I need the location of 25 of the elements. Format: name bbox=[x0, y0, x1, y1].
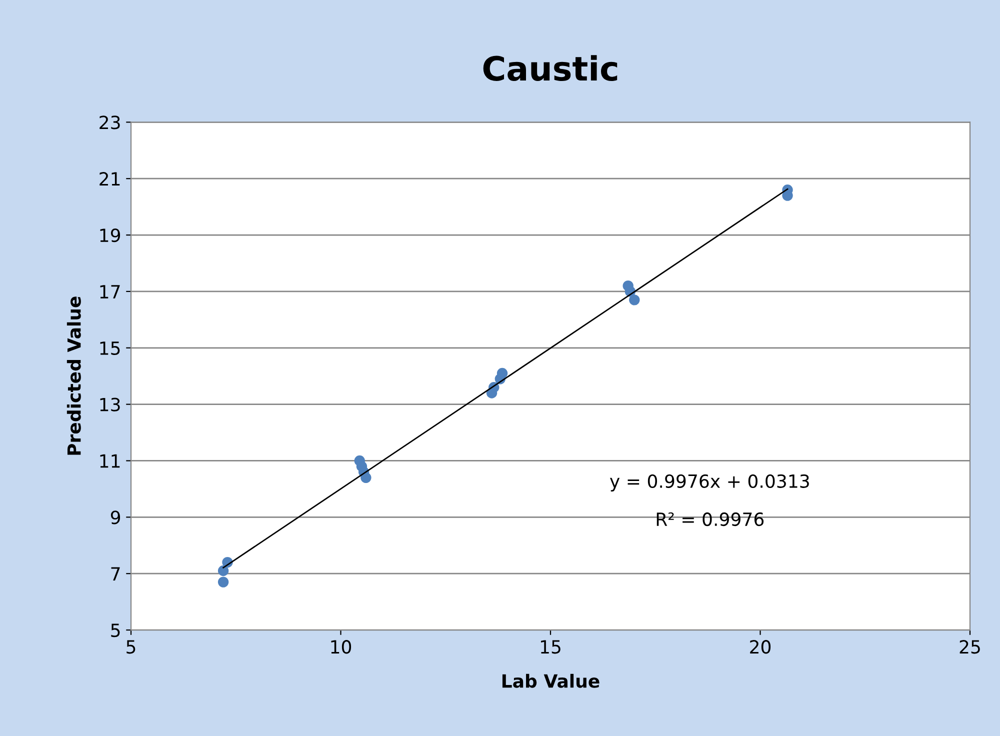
annotation: R² = 0.9976 bbox=[656, 512, 764, 526]
x-tick-label: 15 bbox=[540, 640, 560, 654]
y-tick-label: 23 bbox=[100, 116, 120, 130]
y-tick-label: 5 bbox=[111, 624, 120, 638]
x-tick-label: 25 bbox=[960, 640, 980, 654]
y-tick-label: 11 bbox=[100, 454, 120, 468]
y-tick-label: 21 bbox=[100, 172, 120, 186]
x-axis-title: Lab Value bbox=[502, 674, 600, 688]
y-axis-title: Predicted Value bbox=[66, 296, 81, 455]
point bbox=[360, 472, 372, 484]
chart-title: Caustic bbox=[483, 55, 618, 81]
point bbox=[496, 368, 508, 379]
y-tick-label: 17 bbox=[100, 285, 120, 298]
x-tick-label: 10 bbox=[331, 640, 352, 654]
y-tick-label: 13 bbox=[100, 398, 120, 412]
annotation: y = 0.9976x + 0.0313 bbox=[610, 474, 809, 492]
x-tick-label: 20 bbox=[750, 640, 771, 654]
point bbox=[629, 294, 640, 306]
point bbox=[218, 576, 229, 588]
y-tick-label: 9 bbox=[110, 510, 120, 524]
y-tick-label: 15 bbox=[100, 342, 120, 355]
y-tick-label: 19 bbox=[100, 228, 120, 242]
point bbox=[218, 565, 229, 576]
x-tick-label: 5 bbox=[126, 640, 136, 654]
y-tick-label: 7 bbox=[111, 567, 120, 580]
